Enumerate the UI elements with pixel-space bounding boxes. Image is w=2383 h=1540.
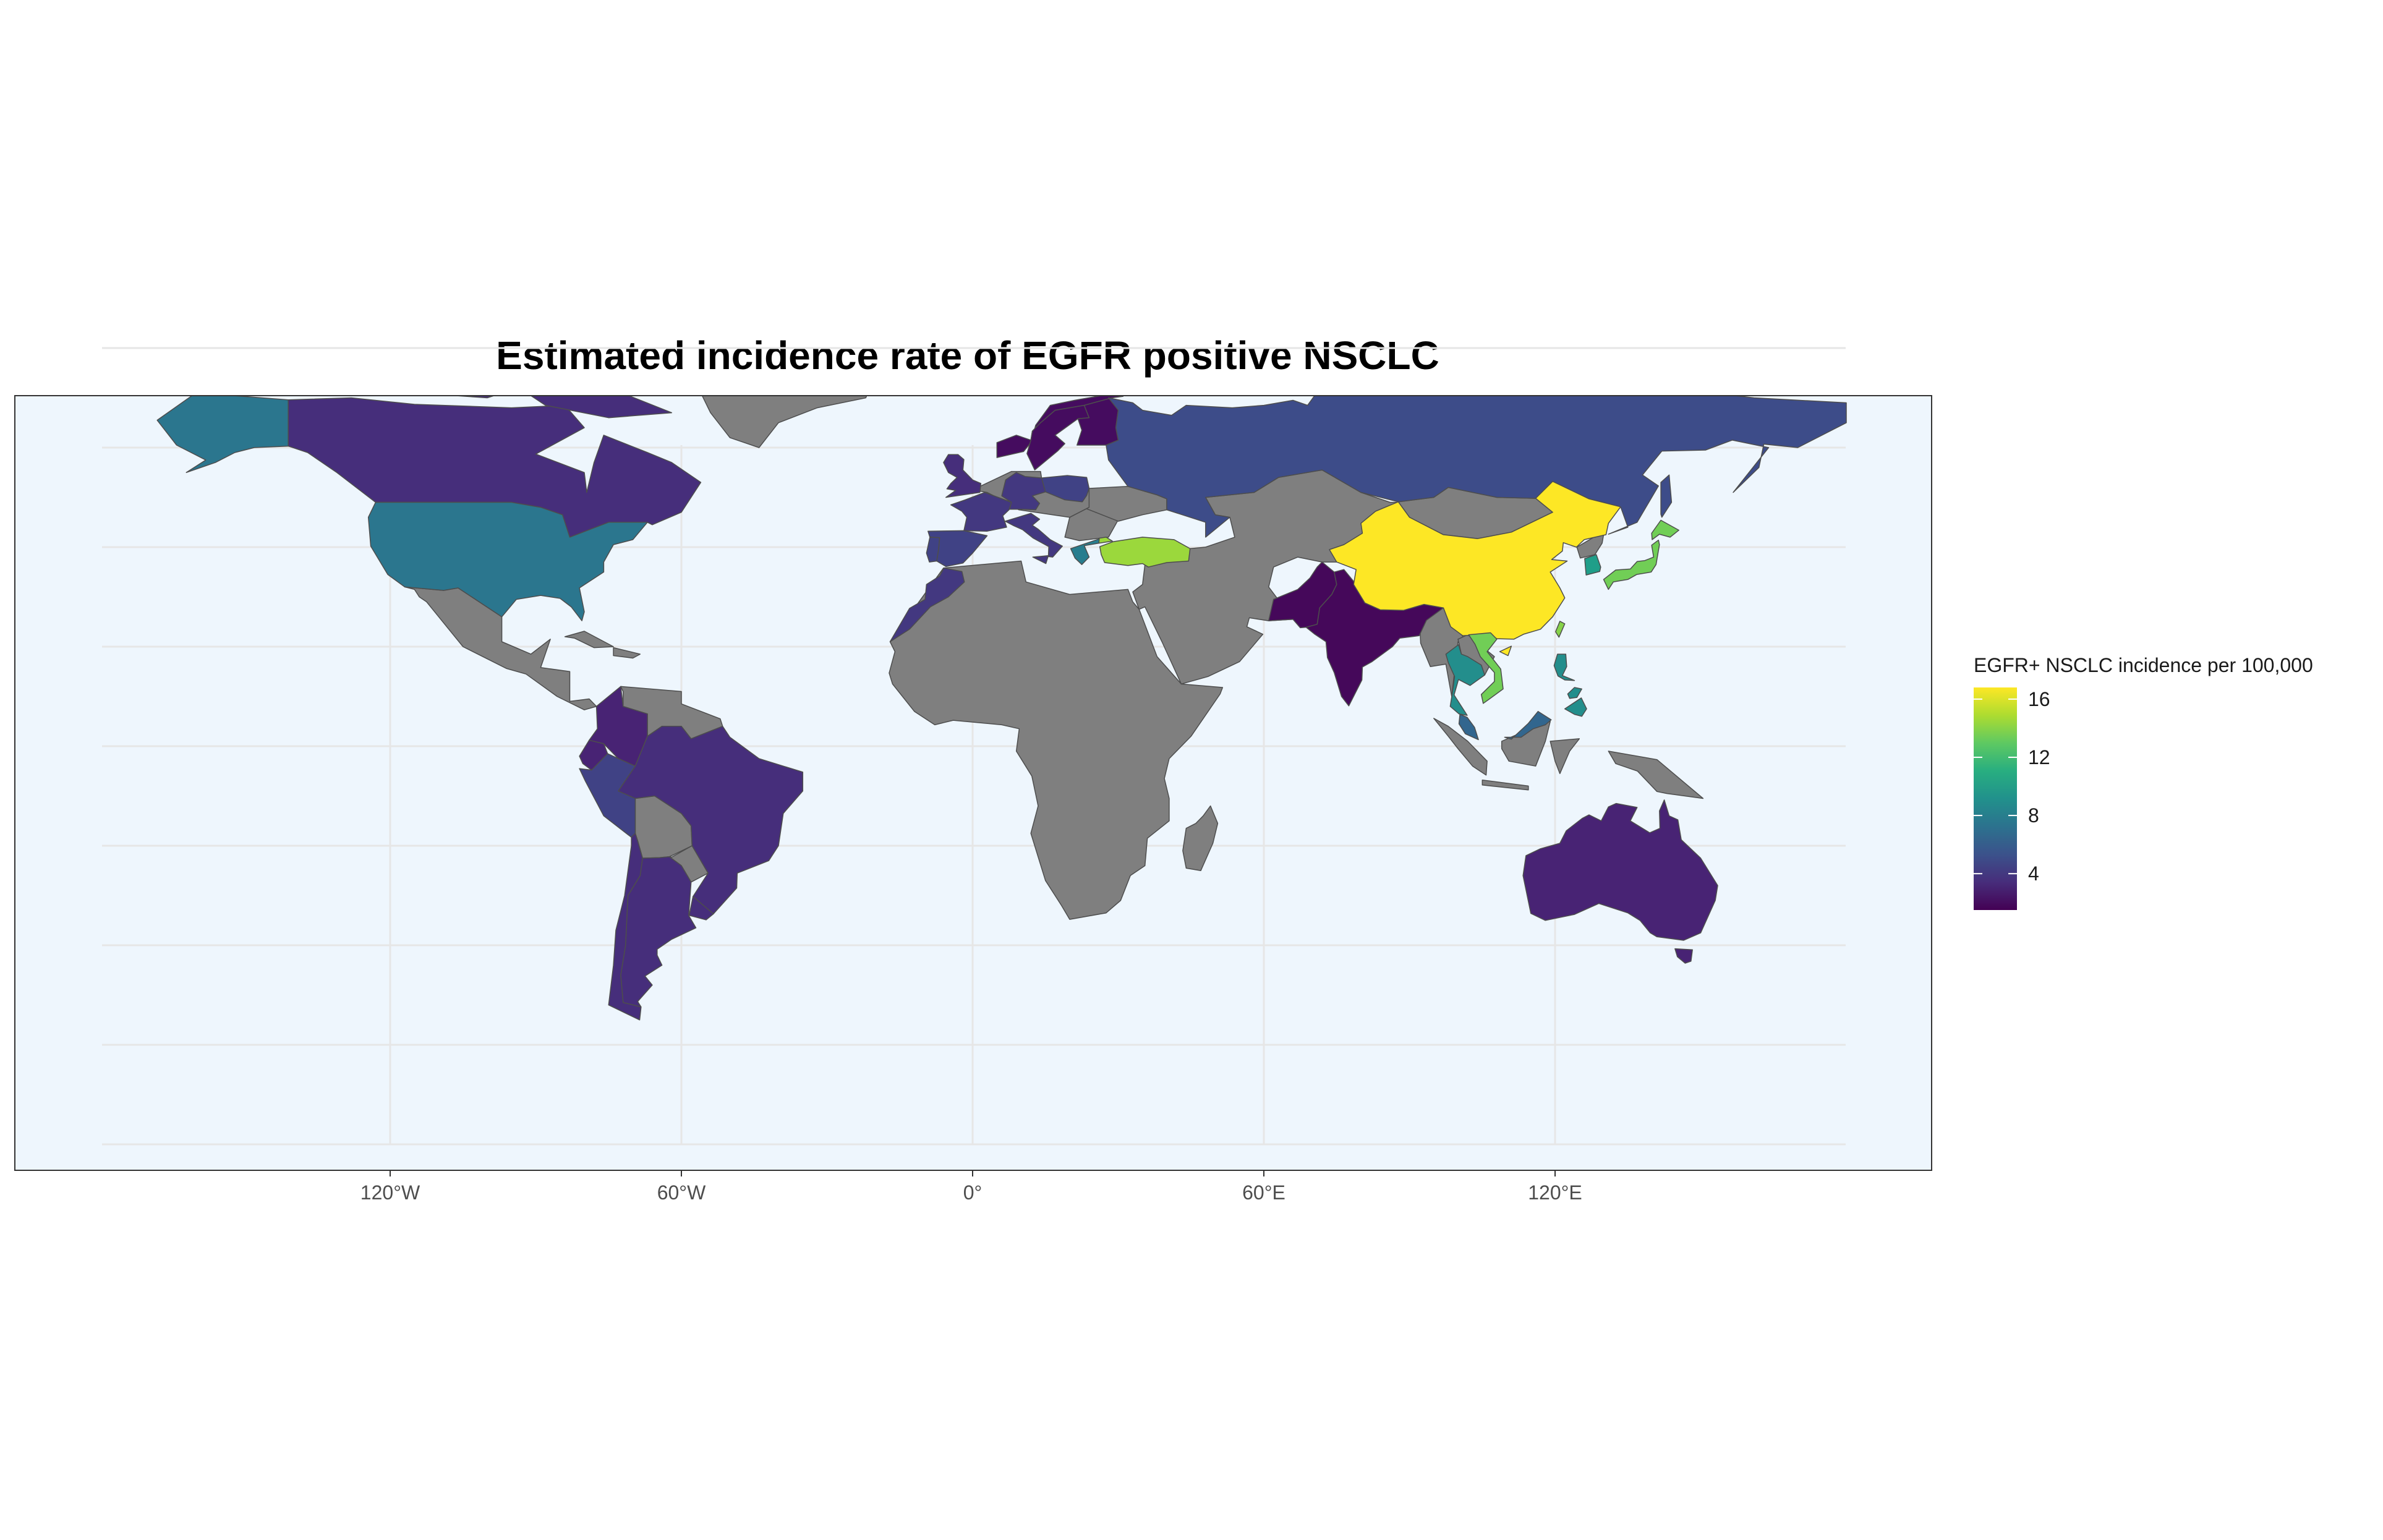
country-malaysia[interactable]	[1504, 710, 1552, 740]
x-tick-label: 120°W	[360, 1181, 420, 1204]
country-philippines[interactable]	[1567, 687, 1582, 699]
country-russia[interactable]	[1225, 363, 1303, 390]
country-turkey[interactable]	[1098, 537, 1113, 544]
country-thailand[interactable]	[1445, 644, 1485, 716]
country-no-data[interactable]	[404, 586, 597, 710]
country-south-korea[interactable]	[1584, 554, 1601, 576]
country-russia[interactable]	[1106, 360, 1847, 538]
country-no-data[interactable]	[1182, 805, 1219, 872]
country-no-data[interactable]	[613, 647, 641, 659]
legend-title: EGFR+ NSCLC incidence per 100,000	[1974, 654, 2313, 676]
country-no-data[interactable]	[1550, 738, 1580, 775]
country-no-data[interactable]	[1433, 718, 1488, 776]
countries-layer	[156, 331, 1847, 1021]
country-canada[interactable]	[511, 378, 673, 419]
country-united-kingdom[interactable]	[943, 454, 982, 498]
page-title: Estimated incidence rate of EGFR positiv…	[496, 333, 1439, 378]
legend-tick-label: 16	[2028, 688, 2050, 710]
country-poland[interactable]	[1041, 475, 1090, 503]
country-no-data[interactable]	[1481, 779, 1529, 791]
country-australia[interactable]	[1674, 948, 1693, 964]
country-canada[interactable]	[511, 336, 671, 368]
country-portugal[interactable]	[926, 537, 940, 563]
legend-colorbar	[1974, 687, 2017, 910]
x-tick-label: 60°W	[657, 1181, 706, 1204]
legend-tick-label: 4	[2028, 862, 2039, 885]
country-philippines[interactable]	[1553, 653, 1575, 681]
country-turkey[interactable]	[1099, 537, 1191, 568]
x-tick-label: 0°	[963, 1181, 983, 1204]
country-japan[interactable]	[1603, 539, 1660, 590]
country-no-data[interactable]	[889, 560, 1224, 920]
legend-tick-label: 12	[2028, 746, 2050, 768]
country-malaysia[interactable]	[1458, 713, 1479, 741]
country-chile[interactable]	[608, 833, 643, 1021]
country-italy[interactable]	[1004, 513, 1063, 558]
country-france[interactable]	[950, 491, 1012, 532]
country-japan[interactable]	[1651, 519, 1679, 540]
country-morocco[interactable]	[889, 568, 965, 642]
legend: EGFR+ NSCLC incidence per 100,000 4 8 12 16	[1974, 654, 2313, 910]
country-alaska[interactable]	[156, 393, 289, 474]
country-vietnam[interactable]	[1468, 632, 1504, 704]
country-united-states[interactable]	[367, 501, 648, 621]
country-taiwan[interactable]	[1555, 621, 1566, 638]
legend-tick-label: 8	[2028, 804, 2039, 827]
country-canada[interactable]	[400, 373, 526, 399]
x-tick-label: 120°E	[1528, 1181, 1582, 1204]
country-china[interactable]	[1499, 645, 1512, 657]
country-uruguay[interactable]	[688, 896, 714, 921]
country-no-data[interactable]	[1608, 751, 1704, 799]
country-india[interactable]	[1305, 569, 1444, 707]
country-russia[interactable]	[1660, 474, 1673, 518]
country-philippines[interactable]	[1564, 697, 1587, 717]
country-no-data[interactable]	[564, 631, 614, 649]
country-australia[interactable]	[1522, 799, 1718, 941]
x-axis: 120°W 60°W 0° 60°E 120°E	[360, 1170, 1582, 1204]
country-germany[interactable]	[1001, 472, 1046, 511]
country-no-data[interactable]	[618, 331, 885, 448]
x-tick-label: 60°E	[1242, 1181, 1285, 1204]
country-italy[interactable]	[1032, 555, 1049, 564]
country-china[interactable]	[1329, 480, 1621, 640]
